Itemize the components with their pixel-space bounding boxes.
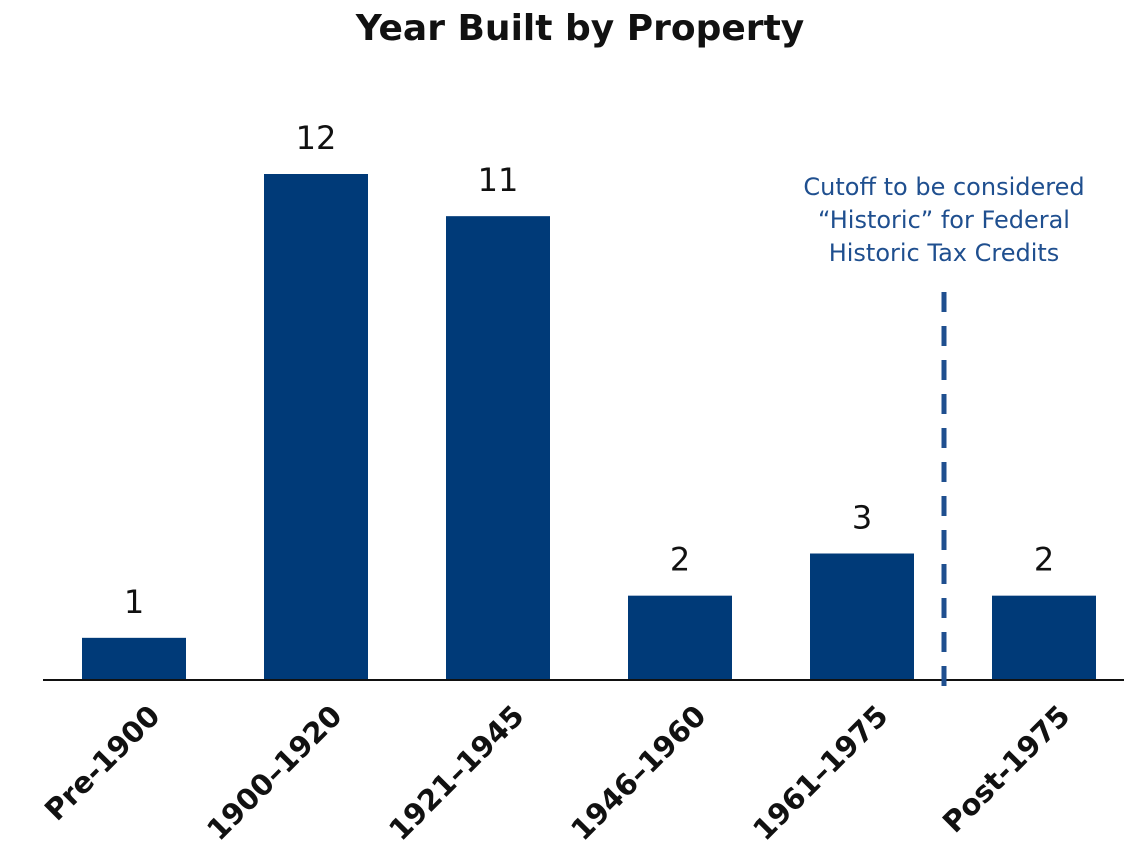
annotation-text: Cutoff to be considered (803, 173, 1084, 201)
bar (446, 216, 550, 680)
annotation-text: Historic Tax Credits (829, 239, 1060, 267)
bar (992, 595, 1096, 680)
x-tick-label: 1961–1975 (746, 699, 894, 847)
bar (264, 174, 368, 680)
x-tick-label: 1921–1945 (382, 699, 530, 847)
value-label: 2 (670, 541, 690, 579)
x-tick-label: 1946–1960 (564, 699, 712, 847)
value-label: 12 (296, 119, 337, 157)
x-tick-label: Pre-1900 (38, 699, 167, 828)
value-label: 11 (478, 161, 519, 199)
x-tick-label: Post-1975 (936, 699, 1077, 840)
bar (810, 553, 914, 680)
annotation-text: “Historic” for Federal (818, 206, 1070, 234)
x-tick-label: 1900–1920 (200, 699, 348, 847)
value-label: 2 (1034, 541, 1054, 579)
value-label: 1 (124, 583, 144, 621)
bar (628, 595, 732, 680)
value-label: 3 (852, 499, 872, 537)
bar (82, 637, 186, 680)
chart-title: Year Built by Property (355, 8, 805, 49)
